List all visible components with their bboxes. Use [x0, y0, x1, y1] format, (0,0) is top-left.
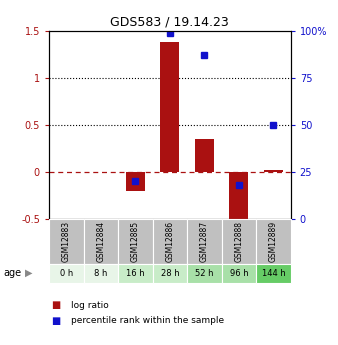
Text: GSM12889: GSM12889	[269, 221, 278, 262]
Text: ■: ■	[51, 316, 60, 326]
Text: age: age	[3, 268, 22, 278]
Bar	[49, 219, 83, 264]
Text: ▶: ▶	[25, 268, 33, 278]
Text: log ratio: log ratio	[71, 301, 109, 310]
Bar	[230, 172, 248, 224]
Bar	[187, 219, 222, 264]
Bar	[256, 219, 291, 264]
Bar	[264, 170, 283, 172]
Text: ■: ■	[51, 300, 60, 310]
Bar	[49, 264, 83, 283]
Bar	[83, 264, 118, 283]
Bar	[118, 219, 152, 264]
Text: 28 h: 28 h	[161, 269, 179, 278]
Text: 8 h: 8 h	[94, 269, 107, 278]
Text: 16 h: 16 h	[126, 269, 145, 278]
Bar	[152, 264, 187, 283]
Bar	[187, 264, 222, 283]
Text: GSM12885: GSM12885	[131, 221, 140, 262]
Text: GSM12884: GSM12884	[96, 221, 105, 262]
Text: GSM12887: GSM12887	[200, 221, 209, 262]
Bar	[222, 219, 256, 264]
Text: 0 h: 0 h	[59, 269, 73, 278]
Text: 52 h: 52 h	[195, 269, 214, 278]
Text: 96 h: 96 h	[230, 269, 248, 278]
Bar	[195, 139, 214, 172]
Bar	[126, 172, 145, 191]
Text: percentile rank within the sample: percentile rank within the sample	[71, 316, 224, 325]
Text: GSM12883: GSM12883	[62, 221, 71, 262]
Bar	[118, 264, 152, 283]
Bar	[222, 264, 256, 283]
Bar	[160, 42, 179, 172]
Bar	[83, 219, 118, 264]
Text: GSM12886: GSM12886	[165, 221, 174, 262]
Text: 144 h: 144 h	[262, 269, 285, 278]
Bar	[256, 264, 291, 283]
Text: GSM12888: GSM12888	[234, 221, 243, 262]
Text: GDS583 / 19.14.23: GDS583 / 19.14.23	[110, 16, 228, 29]
Bar	[152, 219, 187, 264]
